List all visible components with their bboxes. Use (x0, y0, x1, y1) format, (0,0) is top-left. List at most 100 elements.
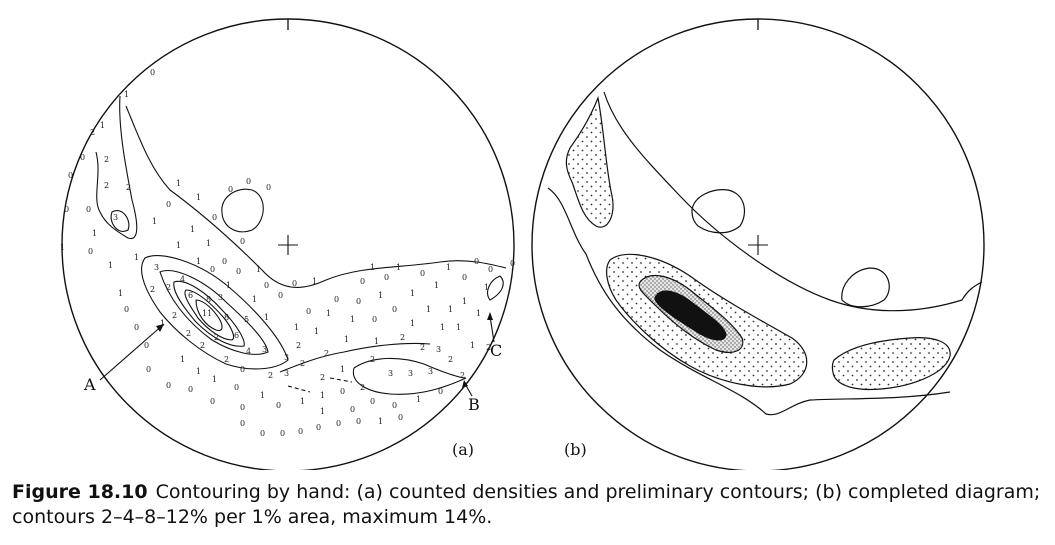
svg-text:1: 1 (426, 305, 431, 314)
svg-text:1: 1 (100, 121, 105, 130)
svg-text:0: 0 (372, 315, 377, 324)
svg-text:1: 1 (340, 365, 345, 374)
svg-text:1: 1 (440, 323, 445, 332)
svg-text:3: 3 (284, 369, 289, 378)
svg-text:0: 0 (420, 269, 425, 278)
center-cross-a (278, 235, 298, 255)
svg-text:2: 2 (370, 355, 375, 364)
svg-text:1: 1 (252, 295, 257, 304)
figure-stereonets: 0 1 2 0 0 1 2 2 3 2 0 0 1 0 1 1 1 0 0 0 … (60, 18, 985, 470)
svg-text:0: 0 (384, 273, 389, 282)
svg-text:0: 0 (392, 305, 397, 314)
callout-b-arrow: B (462, 380, 480, 414)
svg-text:1: 1 (152, 217, 157, 226)
svg-text:3: 3 (113, 213, 118, 222)
svg-text:0: 0 (212, 213, 217, 222)
svg-text:1: 1 (378, 291, 383, 300)
svg-text:1: 1 (314, 327, 319, 336)
svg-text:0: 0 (210, 265, 215, 274)
svg-text:0: 0 (210, 397, 215, 406)
svg-text:0: 0 (240, 403, 245, 412)
svg-text:1: 1 (396, 263, 401, 272)
svg-text:0: 0 (166, 381, 171, 390)
svg-text:2: 2 (360, 383, 365, 392)
svg-text:1: 1 (60, 243, 65, 252)
svg-text:0: 0 (370, 397, 375, 406)
callout-c-label: C (490, 341, 502, 360)
svg-text:3: 3 (154, 263, 159, 272)
svg-text:1: 1 (212, 375, 217, 384)
svg-text:0: 0 (228, 185, 233, 194)
svg-text:1: 1 (448, 305, 453, 314)
svg-text:11: 11 (202, 309, 212, 318)
svg-text:1: 1 (312, 277, 317, 286)
svg-text:1: 1 (470, 341, 475, 350)
svg-text:1: 1 (326, 309, 331, 318)
svg-text:2: 2 (126, 183, 131, 192)
svg-text:0: 0 (306, 307, 311, 316)
svg-text:3: 3 (284, 353, 289, 362)
svg-text:5: 5 (244, 315, 249, 324)
stereonet-a: 0 1 2 0 0 1 2 2 3 2 0 0 1 0 1 1 1 0 0 0 … (60, 18, 515, 470)
svg-text:1: 1 (196, 257, 201, 266)
svg-text:2: 2 (104, 181, 109, 190)
stereonet-b: (b) (531, 18, 985, 470)
svg-text:1: 1 (300, 397, 305, 406)
center-cross-b (748, 235, 768, 255)
svg-text:0: 0 (292, 279, 297, 288)
svg-text:2: 2 (90, 128, 95, 137)
svg-text:1: 1 (92, 229, 97, 238)
svg-text:1: 1 (206, 239, 211, 248)
svg-text:6: 6 (188, 291, 193, 300)
svg-text:0: 0 (264, 281, 269, 290)
svg-text:0: 0 (240, 419, 245, 428)
svg-text:0: 0 (340, 387, 345, 396)
svg-text:1: 1 (294, 323, 299, 332)
svg-text:0: 0 (68, 171, 73, 180)
svg-text:0: 0 (360, 277, 365, 286)
svg-text:1: 1 (476, 309, 481, 318)
svg-text:0: 0 (278, 291, 283, 300)
svg-text:0: 0 (392, 401, 397, 410)
svg-text:0: 0 (316, 423, 321, 432)
svg-text:0: 0 (398, 413, 403, 422)
svg-text:2: 2 (166, 283, 171, 292)
svg-text:0: 0 (356, 417, 361, 426)
svg-text:6: 6 (234, 331, 239, 340)
svg-text:1: 1 (256, 265, 261, 274)
svg-text:1: 1 (410, 289, 415, 298)
svg-text:1: 1 (118, 289, 123, 298)
svg-text:1: 1 (176, 241, 181, 250)
svg-text:3: 3 (218, 293, 223, 302)
svg-text:2: 2 (104, 155, 109, 164)
svg-text:2: 2 (486, 343, 491, 352)
svg-text:0: 0 (298, 427, 303, 436)
svg-text:3: 3 (408, 369, 413, 378)
svg-text:1: 1 (344, 335, 349, 344)
svg-text:3: 3 (262, 345, 267, 354)
svg-text:0: 0 (134, 323, 139, 332)
panel-label-a: (a) (452, 440, 474, 459)
contour-2-percent (547, 91, 983, 416)
svg-text:2: 2 (448, 355, 453, 364)
svg-text:1: 1 (264, 313, 269, 322)
svg-text:2: 2 (400, 333, 405, 342)
svg-text:0: 0 (462, 273, 467, 282)
density-counts-a: 0 1 2 0 0 1 2 2 3 2 0 0 1 0 1 1 1 0 0 0 … (60, 68, 515, 438)
svg-text:0: 0 (150, 68, 155, 77)
svg-text:2: 2 (150, 285, 155, 294)
svg-text:1: 1 (456, 323, 461, 332)
svg-text:2: 2 (324, 349, 329, 358)
svg-text:1: 1 (134, 253, 139, 262)
svg-text:0: 0 (240, 237, 245, 246)
svg-text:0: 0 (438, 387, 443, 396)
svg-text:0: 0 (474, 257, 479, 266)
svg-text:0: 0 (88, 247, 93, 256)
svg-text:0: 0 (124, 305, 129, 314)
svg-text:2: 2 (268, 371, 273, 380)
figure-caption: Figure 18.10 Contouring by hand: (a) coun… (12, 480, 1042, 530)
svg-text:1: 1 (446, 263, 451, 272)
svg-text:0: 0 (188, 385, 193, 394)
contour-12-percent (654, 290, 727, 341)
svg-text:1: 1 (176, 179, 181, 188)
